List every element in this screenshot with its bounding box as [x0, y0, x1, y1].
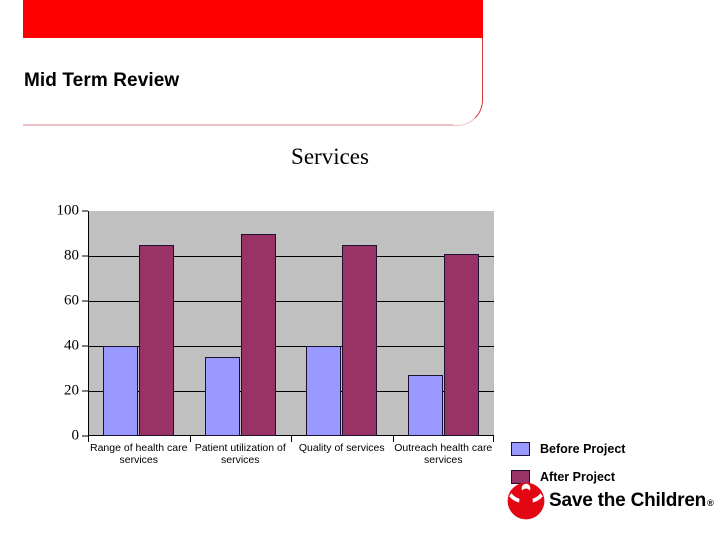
x-tick-mark	[392, 436, 394, 442]
y-tick-mark	[82, 255, 88, 257]
legend-item-label: Before Project	[540, 442, 626, 456]
bar	[240, 233, 276, 436]
y-axis-tick-label: 0	[71, 427, 80, 444]
gridline	[88, 346, 494, 347]
bar	[204, 357, 240, 436]
bar	[103, 346, 139, 436]
header-rounded-border	[23, 38, 483, 126]
bar	[443, 253, 479, 436]
bar-group	[291, 211, 393, 436]
x-tick-mark	[291, 436, 292, 442]
save-the-children-icon	[506, 481, 546, 521]
legend-color-swatch	[511, 442, 530, 456]
y-tick-mark	[82, 345, 88, 347]
plot-area: 0 20 40 60 80 100	[57, 203, 494, 444]
y-axis-tick-label: 80	[64, 247, 79, 264]
x-axis-category-label: Patient utilization of services	[194, 442, 286, 466]
y-axis-tick-label: 60	[64, 292, 79, 309]
y-tick-mark	[82, 210, 88, 212]
x-tick-mark	[189, 436, 191, 442]
slide-header: Mid Term Review	[0, 0, 720, 130]
page-title: Mid Term Review	[24, 70, 180, 91]
x-tick-mark	[88, 436, 89, 442]
bar-group	[393, 211, 495, 436]
legend-item-label: After Project	[540, 470, 616, 484]
registered-trademark-symbol: ®	[707, 498, 714, 508]
y-axis-tick-label: 20	[64, 382, 79, 399]
chart-legend: Before Project After Project	[511, 435, 625, 491]
header-divider-line	[23, 124, 453, 125]
header-red-band	[23, 0, 483, 38]
bar	[139, 244, 175, 436]
bar-group	[88, 211, 190, 436]
x-axis-category-label: Outreach health care services	[394, 442, 493, 466]
gridline	[88, 256, 494, 257]
bar	[342, 244, 378, 436]
bar	[407, 375, 443, 436]
y-tick-mark	[82, 300, 88, 302]
bar-chart: Services 0 20 40 60 80 100 Range of health ca…	[0, 136, 720, 486]
logo-wordmark-text: Save the Children	[549, 490, 707, 511]
chart-title: Services	[291, 144, 369, 169]
logo-wordmark: Save the Children®	[549, 490, 714, 512]
legend-item: After Project	[511, 463, 625, 491]
gridline	[88, 391, 494, 392]
x-axis-category-label: Range of health care services	[90, 442, 188, 466]
legend-item: Before Project	[511, 435, 625, 463]
x-axis-category-label: Quality of services	[298, 442, 385, 454]
x-tick-mark	[493, 436, 494, 442]
x-axis-labels: Range of health care services Patient uti…	[88, 442, 494, 466]
save-the-children-logo: Save the Children®	[506, 481, 714, 521]
y-tick-mark	[82, 390, 88, 392]
gridline	[88, 301, 494, 302]
y-tick-mark	[82, 435, 88, 437]
bars-layer	[88, 211, 494, 436]
y-axis-tick-label: 100	[56, 202, 80, 219]
y-axis-tick-label: 40	[64, 337, 79, 354]
bar	[306, 346, 342, 436]
bar-group	[190, 211, 292, 436]
